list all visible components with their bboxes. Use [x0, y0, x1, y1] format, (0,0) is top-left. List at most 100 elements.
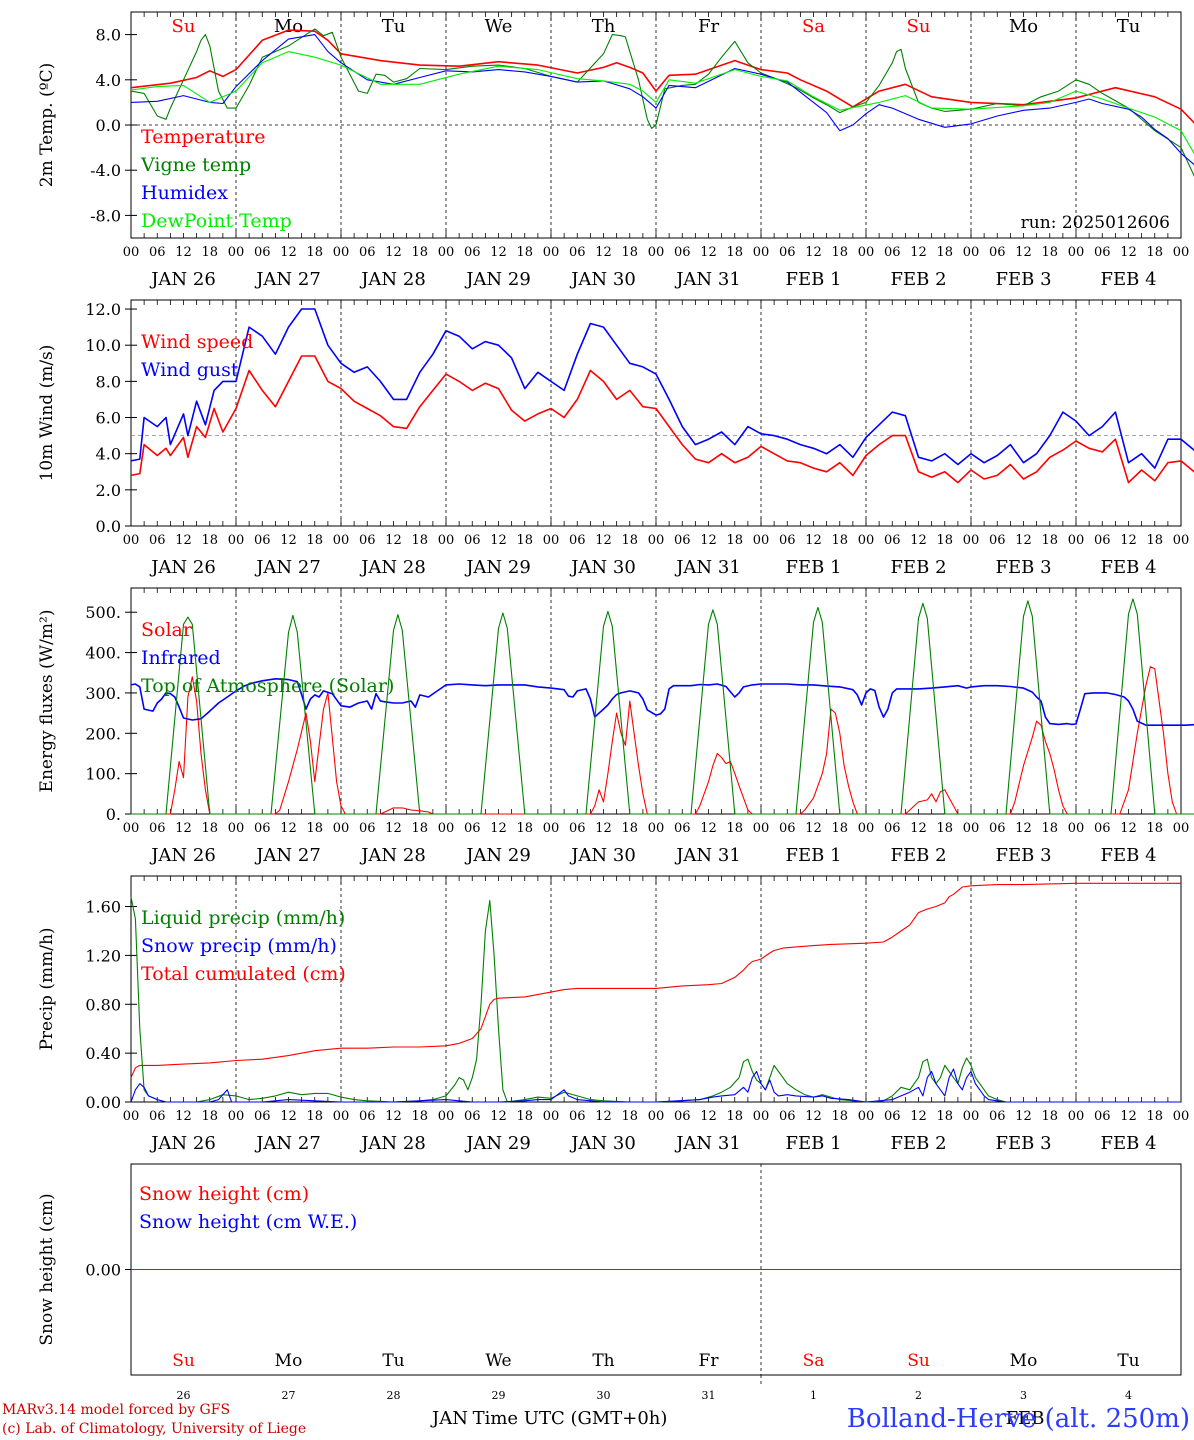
hour-tick-label: 12	[805, 821, 822, 836]
date-label: JAN 28	[359, 1133, 426, 1154]
hour-tick-label: 18	[1041, 245, 1058, 260]
date-label: JAN 28	[359, 557, 426, 578]
series-line-snow-precip-mm-h-	[130, 1068, 1181, 1103]
hour-tick-label: 18	[411, 1109, 428, 1124]
hour-tick-label: 12	[280, 245, 297, 260]
hour-tick-label: 12	[910, 821, 927, 836]
hour-tick-label: 18	[831, 245, 848, 260]
hour-tick-label: 00	[648, 821, 665, 836]
date-label: JAN 27	[254, 1133, 321, 1154]
hour-tick-label: 18	[621, 1109, 638, 1124]
hour-tick-label: 12	[805, 1109, 822, 1124]
y-tick-label: 1.20	[85, 946, 121, 965]
hour-tick-label: 00	[333, 1109, 350, 1124]
hour-tick-label: 18	[831, 533, 848, 548]
day-number-label: 4	[1125, 1389, 1132, 1402]
series-line-wind-speed	[130, 355, 1194, 484]
hour-tick-label: 06	[254, 1109, 271, 1124]
day-number-label: 31	[702, 1389, 716, 1402]
hour-tick-label: 18	[1041, 533, 1058, 548]
hour-tick-label: 18	[726, 533, 743, 548]
hour-tick-label: 00	[228, 1109, 245, 1124]
date-label: FEB 3	[995, 557, 1051, 578]
hour-tick-label: 18	[726, 245, 743, 260]
date-label: JAN 29	[464, 1133, 531, 1154]
day-name-label: Fr	[698, 16, 719, 37]
hour-tick-label: 00	[333, 821, 350, 836]
day-name-label: Th	[592, 16, 616, 37]
hour-tick-label: 18	[201, 1109, 218, 1124]
date-label: JAN 26	[149, 557, 216, 578]
date-label: FEB 2	[890, 557, 946, 578]
hour-tick-label: 12	[385, 1109, 402, 1124]
hour-tick-label: 06	[1094, 1109, 1111, 1124]
hour-tick-label: 00	[123, 1109, 140, 1124]
hour-tick-label: 12	[700, 533, 717, 548]
hour-tick-label: 00	[333, 533, 350, 548]
hour-tick-label: 06	[779, 245, 796, 260]
date-label: FEB 3	[995, 1133, 1051, 1154]
date-label: FEB 3	[995, 845, 1051, 866]
hour-tick-label: 12	[175, 245, 192, 260]
hour-tick-label: 00	[963, 1109, 980, 1124]
hour-tick-label: 00	[858, 533, 875, 548]
legend-entry: Snow precip (mm/h)	[141, 935, 337, 957]
day-name-label: Mo	[1010, 1351, 1038, 1371]
hour-tick-label: 18	[936, 1109, 953, 1124]
y-tick-label: 12.0	[85, 300, 121, 319]
hour-tick-label: 06	[989, 1109, 1006, 1124]
hour-tick-label: 06	[464, 1109, 481, 1124]
date-label: JAN 30	[569, 1133, 636, 1154]
run-label: run: 2025012606	[1021, 213, 1170, 233]
legend-entry: Wind gust	[141, 359, 239, 381]
hour-tick-label: 18	[201, 245, 218, 260]
hour-tick-label: 00	[123, 245, 140, 260]
series-line-temperature	[130, 29, 1194, 124]
day-name-label: Sa	[803, 1351, 825, 1371]
hour-tick-label: 00	[648, 245, 665, 260]
y-tick-label: 200.	[85, 724, 121, 743]
date-label: JAN 29	[464, 269, 531, 290]
hour-tick-label: 06	[779, 1109, 796, 1124]
y-axis-title: Snow height (cm)	[37, 1193, 57, 1345]
hour-tick-label: 18	[516, 821, 533, 836]
date-label: FEB 2	[890, 1133, 946, 1154]
hour-tick-label: 00	[228, 245, 245, 260]
hour-tick-label: 12	[385, 533, 402, 548]
series-line-infrared	[130, 677, 1194, 727]
hour-tick-label: 06	[674, 533, 691, 548]
date-label: FEB 4	[1100, 557, 1156, 578]
legend-entry: Top of Atmosphere (Solar)	[141, 675, 394, 697]
hour-tick-label: 00	[228, 821, 245, 836]
hour-tick-label: 18	[411, 533, 428, 548]
hour-tick-label: 12	[1015, 245, 1032, 260]
hour-tick-label: 06	[674, 245, 691, 260]
date-label: FEB 2	[890, 845, 946, 866]
hour-tick-label: 12	[490, 1109, 507, 1124]
y-tick-label: 0.0	[96, 116, 121, 135]
date-label: FEB 1	[785, 1133, 841, 1154]
hour-tick-label: 12	[1120, 1109, 1137, 1124]
hour-tick-label: 00	[1173, 821, 1190, 836]
y-tick-label: 4.0	[96, 445, 121, 464]
hour-tick-label: 06	[149, 245, 166, 260]
hour-tick-label: 06	[359, 245, 376, 260]
hour-tick-label: 18	[621, 821, 638, 836]
day-number-label: 30	[597, 1389, 611, 1402]
station-label: Bolland-Herve (alt. 250m)	[847, 1404, 1190, 1434]
hour-tick-label: 12	[280, 821, 297, 836]
day-number-label: 2	[915, 1389, 922, 1402]
hour-tick-label: 12	[490, 533, 507, 548]
hour-tick-label: 00	[753, 245, 770, 260]
hour-tick-label: 06	[884, 533, 901, 548]
hour-tick-label: 00	[858, 1109, 875, 1124]
date-label: JAN 26	[149, 1133, 216, 1154]
day-name-label: Tu	[1117, 16, 1141, 37]
hour-tick-label: 00	[1173, 245, 1190, 260]
series-line-dewpoint-temp	[130, 51, 1194, 154]
hour-tick-label: 12	[1015, 533, 1032, 548]
hour-tick-label: 12	[910, 533, 927, 548]
day-name-label: Su	[172, 16, 196, 37]
hour-tick-label: 06	[569, 533, 586, 548]
